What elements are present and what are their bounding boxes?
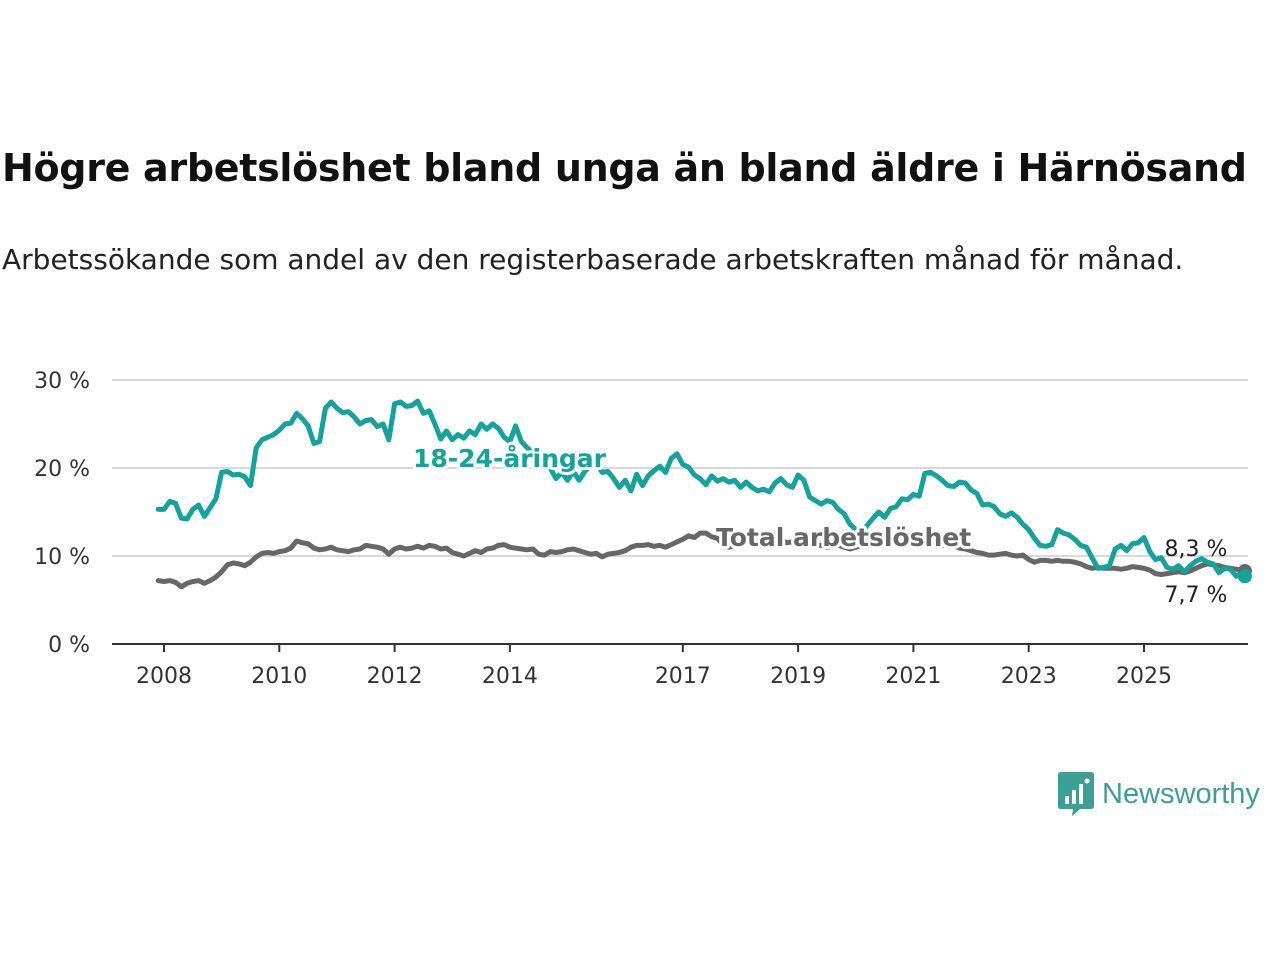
x-tick-label: 2012 xyxy=(367,664,423,689)
gridlines xyxy=(112,379,1248,557)
total-end-value-label: 8,3 % xyxy=(1165,537,1228,562)
x-tick-label: 2017 xyxy=(655,664,711,689)
total-series-label: Total arbetslöshet xyxy=(716,523,971,552)
x-tick-label: 2019 xyxy=(770,664,826,689)
y-tick-label: 20 % xyxy=(34,457,90,482)
brand-name: Newsworthy xyxy=(1102,777,1260,810)
y-tick-label: 30 % xyxy=(34,369,90,394)
newsworthy-logo: Newsworthy xyxy=(1058,772,1260,816)
total-series-line xyxy=(155,530,1248,590)
x-tick-label: 2008 xyxy=(136,664,192,689)
x-tick-label: 2010 xyxy=(251,664,307,689)
x-tick-label: 2014 xyxy=(482,664,538,689)
youth-end-value-label: 7,7 % xyxy=(1165,583,1228,608)
series-lines xyxy=(155,398,1252,590)
y-axis-tick-labels: 0 % 10 % 20 % 30 % xyxy=(34,369,90,658)
chart-title: Högre arbetslöshet bland unga än bland ä… xyxy=(2,146,1247,190)
chart-subtitle: Arbetssökande som andel av den registerb… xyxy=(2,243,1184,276)
x-tick-label: 2025 xyxy=(1116,664,1172,689)
line-chart: 0 % 10 % 20 % 30 % 2008 2010 2012 2014 2017 2019… xyxy=(34,369,1252,689)
series-labels: 18-24-åringar Total arbetslöshet 8,3 % 7,7 … xyxy=(410,441,1228,608)
x-tick-label: 2023 xyxy=(1001,664,1057,689)
youth-end-point xyxy=(1237,569,1252,584)
youth-series-line xyxy=(155,398,1248,579)
bar-chart-speech-bubble-icon xyxy=(1058,772,1094,816)
y-tick-label: 10 % xyxy=(34,545,90,570)
y-tick-label: 0 % xyxy=(48,633,90,658)
youth-series-label: 18-24-åringar xyxy=(413,444,607,473)
x-axis: 2008 2010 2012 2014 2017 2019 2021 2023 2025 xyxy=(112,643,1248,689)
x-tick-label: 2021 xyxy=(885,664,941,689)
